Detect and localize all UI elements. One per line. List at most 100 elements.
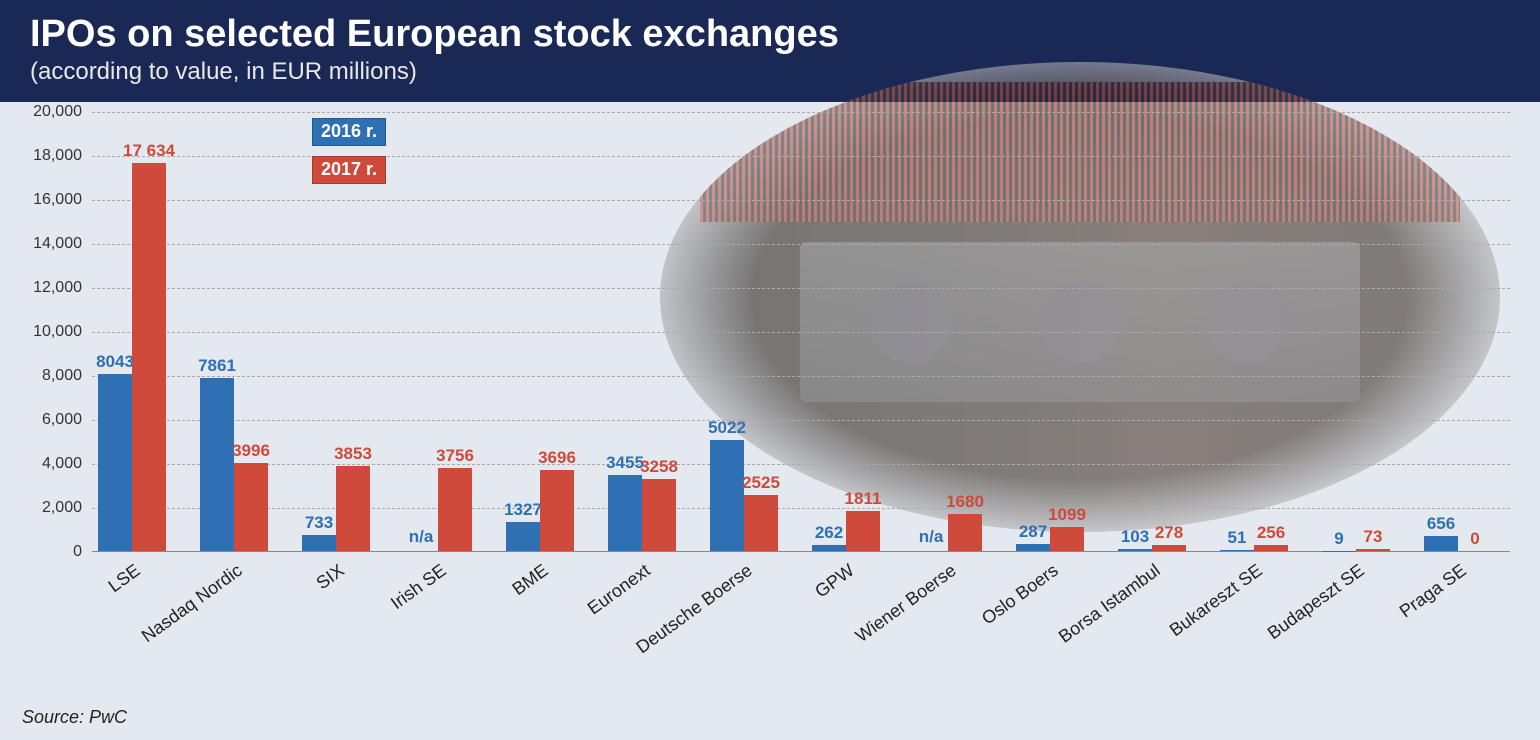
x-tick-label: GPW	[811, 560, 858, 602]
bar-value-label: 278	[1155, 523, 1183, 543]
x-tick-label: Oslo Boers	[978, 560, 1062, 629]
legend-swatch: 2017 r.	[312, 156, 386, 184]
bar-2017: 3258	[642, 479, 676, 551]
x-tick-label: BME	[508, 560, 552, 600]
x-tick-label: Wiener Boerse	[852, 560, 961, 647]
bar-value-label: 3756	[436, 446, 474, 466]
bar-2016: 7861	[200, 378, 234, 551]
bar-value-label: n/a	[409, 527, 434, 547]
bar-value-label: 1327	[504, 500, 542, 520]
bar-group: n/a3756	[404, 468, 472, 551]
bar-group: 2871099	[1016, 527, 1084, 551]
bar-value-label: 2525	[742, 473, 780, 493]
bar-group: n/a1680	[914, 514, 982, 551]
bar-2017: 2525	[744, 495, 778, 551]
grid-line	[92, 112, 1510, 113]
grid-line	[92, 376, 1510, 377]
bar-2017: 3996	[234, 463, 268, 551]
y-tick-label: 6,000	[22, 411, 82, 429]
bar-value-label: 256	[1257, 523, 1285, 543]
bar-value-label: 656	[1427, 514, 1455, 534]
y-tick-label: 8,000	[22, 367, 82, 385]
y-tick-label: 16,000	[22, 191, 82, 209]
bar-value-label: 1099	[1048, 505, 1086, 525]
bar-2017: 1680	[948, 514, 982, 551]
y-tick-label: 18,000	[22, 147, 82, 165]
x-tick-label: Bukareszt SE	[1166, 560, 1267, 641]
chart-title: IPOs on selected European stock exchange…	[30, 14, 1510, 56]
bar-2016: 5022	[710, 440, 744, 550]
y-tick-label: 14,000	[22, 235, 82, 253]
bar-2016: 103	[1118, 549, 1152, 551]
y-tick-label: 12,000	[22, 279, 82, 297]
y-tick-label: 0	[22, 543, 82, 561]
bar-value-label: 5022	[708, 418, 746, 438]
grid-line	[92, 244, 1510, 245]
bar-value-label: 7861	[198, 356, 236, 376]
bar-2017: 3853	[336, 466, 370, 551]
x-axis-labels: LSENasdaq NordicSIXIrish SEBMEEuronextDe…	[92, 554, 1510, 664]
bar-2016: 1327	[506, 522, 540, 551]
bar-group: 13273696	[506, 470, 574, 551]
x-tick-label: LSE	[104, 560, 144, 597]
bar-value-label: 733	[305, 513, 333, 533]
bar-2017: 278	[1152, 545, 1186, 551]
bar-value-label: 1680	[946, 492, 984, 512]
x-tick-label: Budapeszt SE	[1264, 560, 1369, 644]
x-tick-label: Borsa Istambul	[1055, 560, 1164, 648]
bar-value-label: 9	[1334, 529, 1343, 549]
bar-2016: 262	[812, 545, 846, 551]
bar-2017: 3696	[540, 470, 574, 551]
bar-value-label: 3996	[232, 441, 270, 461]
y-axis: 02,0004,0006,0008,00010,00012,00014,0001…	[20, 112, 90, 552]
y-tick-label: 10,000	[22, 323, 82, 341]
y-tick-label: 4,000	[22, 455, 82, 473]
grid-line	[92, 288, 1510, 289]
bar-group: 51256	[1220, 545, 1288, 551]
bar-value-label: n/a	[919, 527, 944, 547]
bar-group: 7333853	[302, 466, 370, 551]
bar-value-label: 8043	[96, 352, 134, 372]
legend-item: 2016 r.	[312, 118, 386, 146]
bar-value-label: 3258	[640, 457, 678, 477]
bar-value-label: 0	[1470, 529, 1479, 549]
bar-group: 6560	[1424, 536, 1492, 550]
bar-2016: 8043	[98, 374, 132, 551]
bar-2017: 17 634	[132, 163, 166, 551]
bar-group: 50222525	[710, 440, 778, 550]
bar-group: 973	[1322, 549, 1390, 551]
bar-value-label: 103	[1121, 527, 1149, 547]
bar-2017: 73	[1356, 549, 1390, 551]
grid-line	[92, 332, 1510, 333]
bar-2016: 656	[1424, 536, 1458, 550]
x-tick-label: Praga SE	[1396, 560, 1471, 622]
x-tick-label: Euronext	[584, 560, 655, 619]
bar-2016: 287	[1016, 544, 1050, 550]
bar-2016: 51	[1220, 550, 1254, 551]
x-tick-label: SIX	[313, 560, 349, 594]
bar-value-label: 3455	[606, 453, 644, 473]
legend-swatch: 2016 r.	[312, 118, 386, 146]
bar-value-label: 17 634	[123, 141, 175, 161]
bar-2017: 1811	[846, 511, 880, 551]
bar-value-label: 73	[1364, 527, 1383, 547]
x-tick-label: Irish SE	[387, 560, 450, 614]
bar-2017: 256	[1254, 545, 1288, 551]
grid-line	[92, 464, 1510, 465]
plot-area: 804317 634786139967333853n/a375613273696…	[92, 112, 1510, 552]
bar-2017: 1099	[1050, 527, 1084, 551]
bar-group: 2621811	[812, 511, 880, 551]
y-tick-label: 2,000	[22, 499, 82, 517]
chart-area: 0 2,000 4,000 6,000 8,000 10,000 12,000 14,000 1…	[20, 112, 1520, 672]
bar-group: 78613996	[200, 378, 268, 551]
bar-value-label: 3696	[538, 448, 576, 468]
bar-group: 103278	[1118, 545, 1186, 551]
bar-group: 804317 634	[98, 163, 166, 551]
bar-2016: 733	[302, 535, 336, 551]
bar-value-label: 51	[1228, 528, 1247, 548]
grid-line	[92, 156, 1510, 157]
y-tick-label: 20,000	[22, 103, 82, 121]
legend: 2016 r. 2017 r.	[312, 118, 386, 184]
bar-value-label: 3853	[334, 444, 372, 464]
legend-item: 2017 r.	[312, 156, 386, 184]
